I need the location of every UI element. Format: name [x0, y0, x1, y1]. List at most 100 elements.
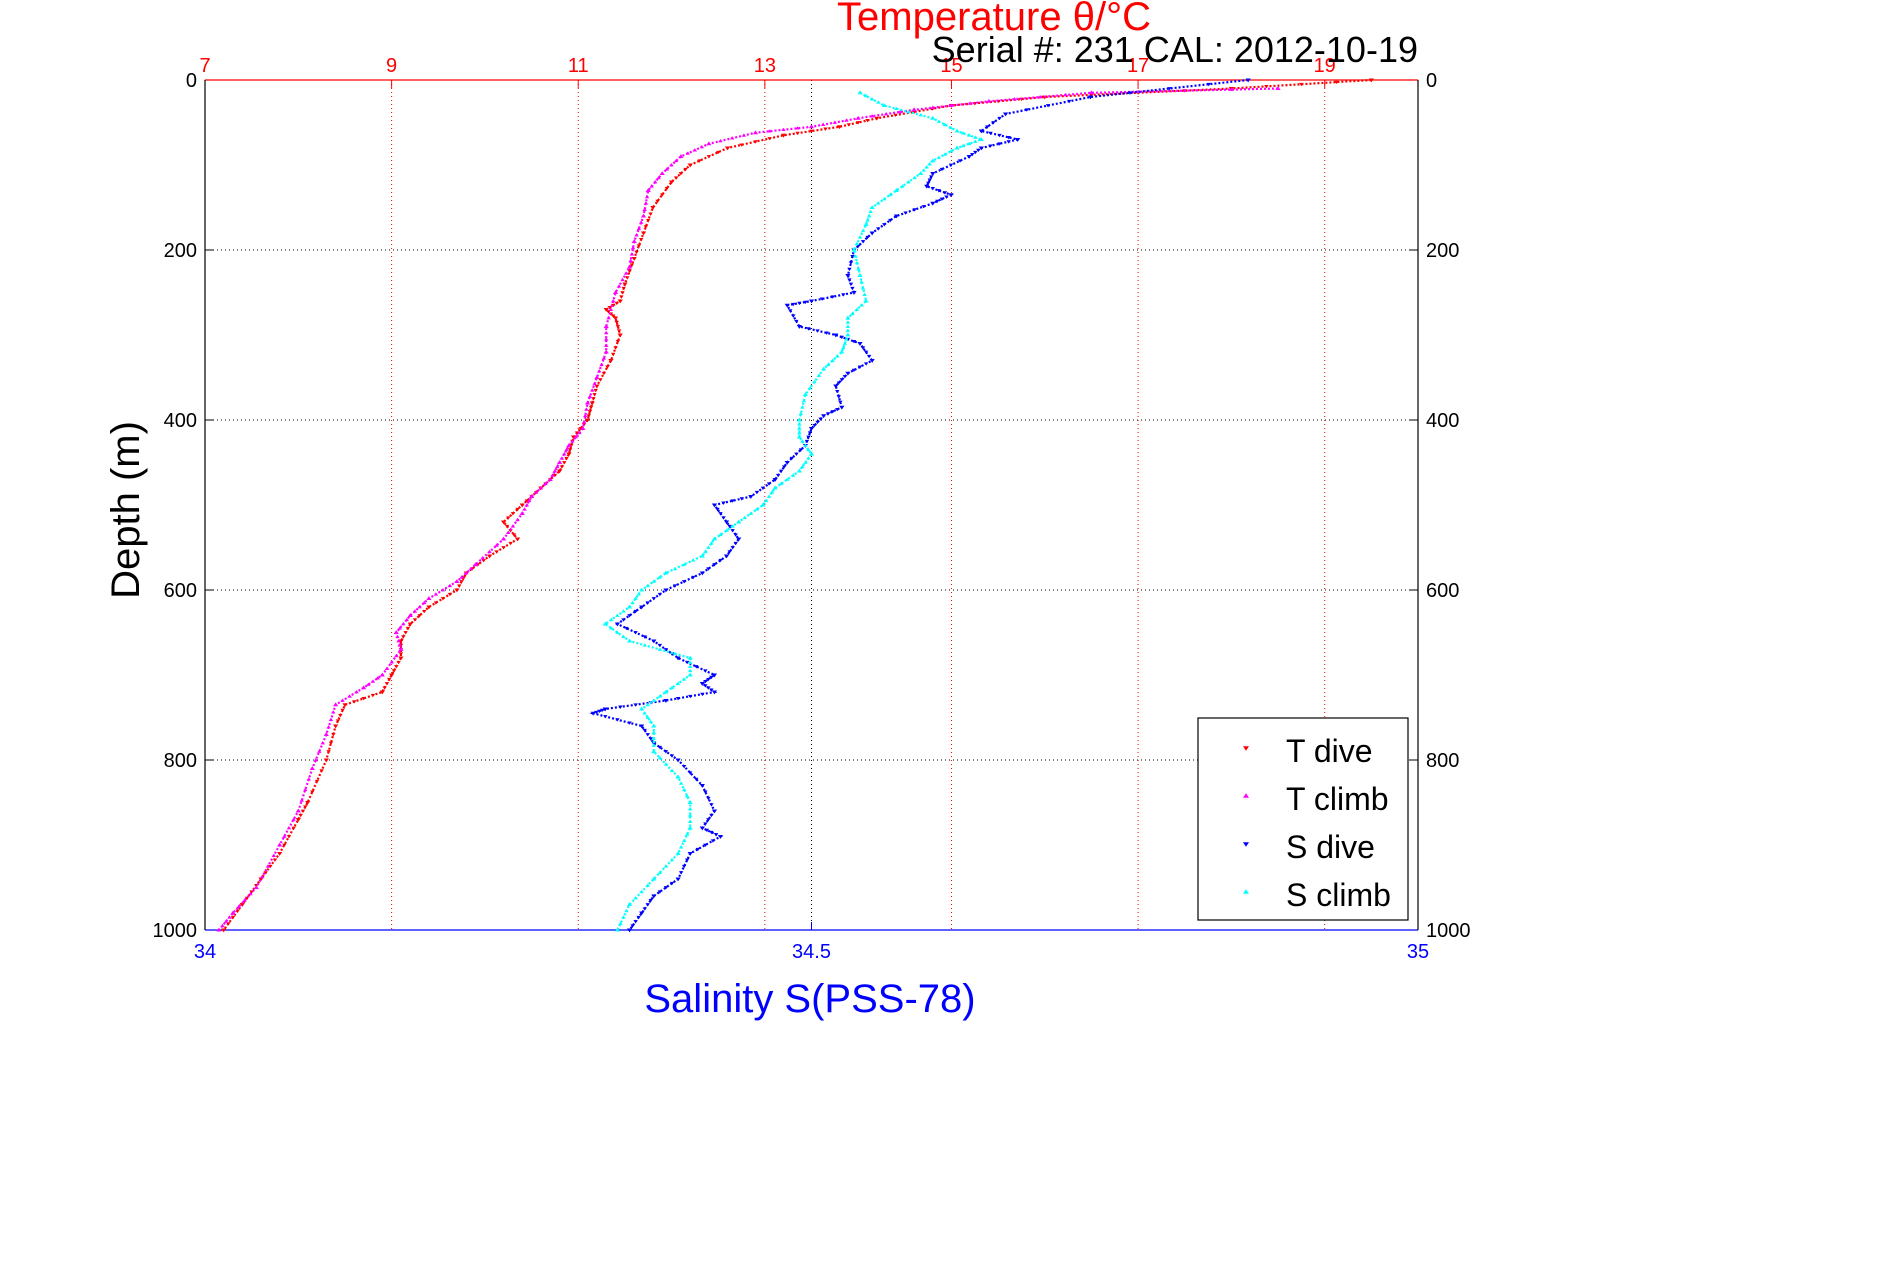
data-point	[681, 838, 687, 843]
data-point	[688, 668, 693, 673]
data-point	[706, 545, 711, 549]
data-point	[882, 223, 887, 227]
data-point	[559, 465, 565, 469]
data-point	[703, 669, 708, 673]
data-point	[608, 358, 614, 363]
data-point	[657, 755, 663, 760]
data-point	[633, 920, 638, 924]
data-point	[739, 497, 744, 501]
data-point	[366, 682, 371, 686]
data-point	[791, 302, 796, 307]
data-point	[1299, 82, 1304, 87]
data-point	[808, 451, 815, 456]
data-point	[688, 771, 693, 775]
data-point	[806, 327, 811, 331]
data-point	[511, 533, 517, 537]
data-point	[678, 845, 684, 849]
data-point	[1182, 88, 1187, 92]
data-point	[615, 630, 620, 634]
data-point	[684, 832, 690, 836]
data-point	[642, 643, 647, 647]
data-point	[333, 702, 339, 707]
data-point	[936, 155, 942, 159]
data-point	[394, 653, 399, 658]
data-point	[711, 673, 718, 678]
data-point	[295, 808, 301, 813]
data-point	[282, 834, 287, 838]
data-point	[800, 464, 805, 469]
data-point	[651, 876, 657, 881]
data-point	[692, 148, 698, 152]
data-point	[663, 648, 669, 652]
data-point	[681, 562, 687, 566]
data-point	[651, 698, 657, 702]
data-point	[669, 857, 675, 862]
data-point	[556, 460, 563, 465]
data-point	[1089, 93, 1094, 97]
data-point	[1087, 95, 1094, 100]
data-point	[844, 118, 849, 122]
data-point	[603, 349, 609, 354]
data-point	[845, 320, 851, 324]
data-point	[486, 554, 493, 559]
data-point	[863, 362, 869, 366]
data-point	[342, 703, 348, 708]
data-point	[930, 158, 936, 163]
data-point	[604, 343, 609, 347]
legend: T dive T climb S dive S climb	[1197, 717, 1409, 921]
data-point	[918, 171, 924, 176]
data-point	[699, 826, 705, 831]
data-point	[967, 101, 973, 105]
data-point	[583, 413, 588, 418]
data-point	[500, 536, 507, 541]
data-point	[798, 411, 804, 415]
legend-marker	[1243, 793, 1249, 798]
data-point	[643, 201, 649, 205]
data-point	[1229, 87, 1234, 91]
data-point	[921, 168, 926, 172]
data-point	[862, 292, 867, 296]
data-point	[417, 605, 422, 609]
data-point	[713, 833, 719, 837]
data-point	[650, 205, 656, 210]
data-point	[723, 520, 730, 525]
data-point	[669, 685, 675, 690]
data-point	[611, 352, 616, 357]
data-point	[464, 571, 469, 575]
data-point	[663, 698, 669, 703]
data-point	[552, 469, 558, 473]
data-point	[621, 618, 626, 622]
data-point	[593, 710, 599, 715]
data-point	[611, 314, 616, 318]
data-point	[791, 473, 796, 477]
data-point	[839, 335, 845, 340]
data-point	[651, 723, 657, 728]
data-point	[769, 490, 775, 494]
data-point	[672, 651, 678, 656]
data-point	[997, 133, 1002, 138]
data-point	[352, 700, 357, 704]
data-point	[623, 271, 629, 275]
data-point	[695, 847, 700, 852]
data-point	[857, 341, 863, 346]
series-trace	[222, 78, 1372, 931]
data-point	[688, 819, 693, 823]
data-point	[570, 439, 575, 443]
data-point	[614, 320, 619, 325]
data-point	[669, 768, 675, 772]
data-point	[645, 583, 650, 588]
data-point	[819, 297, 825, 301]
data-point	[622, 282, 628, 287]
data-point	[991, 121, 996, 125]
data-point	[729, 136, 735, 140]
data-point	[331, 710, 336, 714]
data-point	[648, 737, 653, 741]
data-point	[564, 456, 569, 461]
data-point	[236, 904, 242, 908]
data-point	[966, 133, 972, 137]
data-point	[412, 609, 418, 613]
data-point	[657, 575, 663, 579]
data-point	[703, 843, 708, 847]
data-point	[639, 889, 644, 894]
data-point	[621, 286, 626, 291]
